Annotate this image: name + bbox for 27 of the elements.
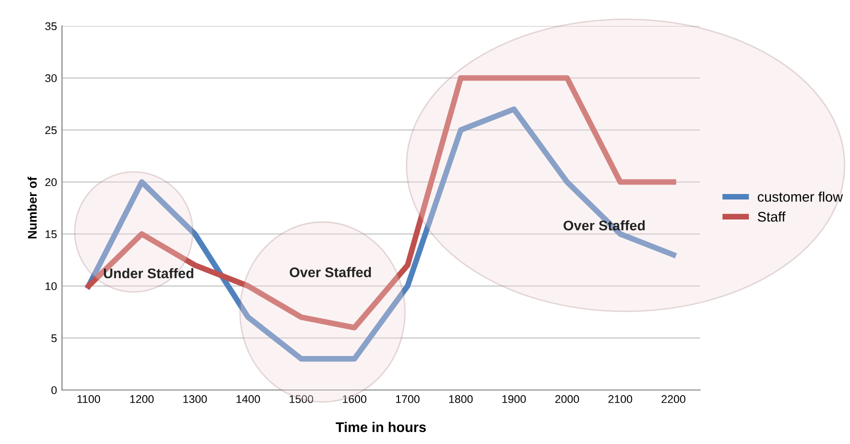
x-tick-label: 1100 — [77, 395, 100, 404]
y-tick-label: 35 — [45, 22, 57, 30]
y-tick-label: 20 — [45, 178, 57, 186]
y-tick-label: 5 — [51, 334, 57, 342]
annotation: Over Staffed — [564, 220, 645, 230]
y-axis-title: Number of — [28, 176, 37, 238]
legend-label: customer flow — [758, 192, 843, 202]
annotation: Under Staffed — [104, 268, 194, 278]
x-tick-label: 2000 — [555, 395, 580, 404]
legend-label: Staff — [758, 211, 786, 222]
x-tick-label: 1300 — [183, 395, 207, 404]
y-tick-label: 25 — [45, 126, 57, 134]
annotation: Over Staffed — [290, 267, 371, 278]
x-tick-label: 2200 — [662, 395, 686, 404]
y-tick-label: 30 — [45, 74, 57, 82]
x-tick-label: 1600 — [342, 395, 366, 404]
x-axis-title: Time in hours — [336, 422, 426, 432]
x-tick-label: 1500 — [290, 395, 314, 404]
x-tick-label: 1900 — [502, 395, 526, 404]
x-tick-label: 1800 — [449, 395, 473, 404]
y-tick-label: 10 — [46, 282, 57, 290]
x-tick-label: 1700 — [396, 395, 420, 404]
y-tick-label: 0 — [51, 386, 57, 394]
x-tick-label: 1400 — [236, 395, 260, 404]
y-tick-label: 15 — [46, 230, 57, 238]
x-tick-label: 2100 — [608, 395, 632, 404]
x-tick-label: 1200 — [130, 395, 154, 404]
